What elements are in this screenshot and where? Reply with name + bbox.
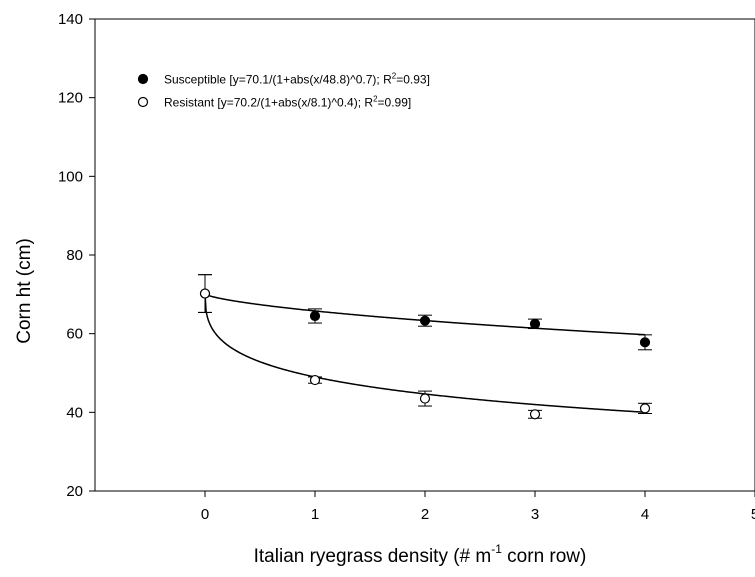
y-tick-label: 60: [66, 326, 83, 343]
y-tick-label: 20: [66, 483, 83, 500]
x-tick-label: 2: [421, 506, 429, 523]
x-axis-title-main: Italian ryegrass density (# m: [254, 546, 492, 567]
x-tick-label: 0: [201, 506, 209, 523]
resistant-point: [639, 403, 651, 414]
legend-label-main: Resistant [y=70.2/(1+abs(x/8.1)^0.4); R: [164, 96, 373, 110]
data-points: [199, 288, 651, 420]
legend-marker: [137, 73, 149, 85]
susceptible-point: [309, 310, 321, 322]
resistant-point: [529, 409, 541, 420]
x-axis-ticks: 0 1 2 3 4 5: [201, 491, 755, 523]
susceptible-point: [639, 337, 651, 348]
legend-marker: [137, 96, 149, 108]
legend-label-sup: 2: [373, 95, 378, 104]
fit-curve: [204, 293, 646, 336]
y-tick-label: 140: [58, 11, 83, 28]
legend-label-suffix: =0.93]: [396, 73, 430, 87]
y-tick-label: 80: [66, 247, 83, 264]
y-tick-label: 40: [66, 404, 83, 421]
y-tick-label: 100: [58, 168, 83, 185]
legend: Susceptible [y=70.1/(1+abs(x/48.8)^0.7);…: [137, 72, 430, 110]
x-axis-title: Italian ryegrass density (# m-1 corn row…: [254, 542, 587, 567]
susceptible-point: [419, 315, 431, 326]
legend-label-suffix: =0.99]: [378, 96, 412, 110]
x-tick-label: 3: [531, 506, 539, 523]
plot-border: [94, 18, 755, 492]
x-tick-label: 5: [751, 506, 755, 523]
x-axis-title-suffix: corn row): [502, 546, 586, 567]
susceptible-point: [529, 318, 541, 329]
resistant-point: [419, 393, 431, 404]
legend-label-sup: 2: [392, 72, 397, 81]
legend-label: Susceptible [y=70.1/(1+abs(x/48.8)^0.7);…: [164, 72, 430, 87]
x-tick-label: 4: [641, 506, 649, 523]
y-axis-title: Corn ht (cm): [14, 238, 35, 344]
x-tick-label: 1: [311, 506, 319, 523]
x-axis-title-sup: -1: [491, 542, 502, 556]
y-axis-ticks: 20 40 60 80 100 120 140: [58, 11, 95, 500]
legend-label: Resistant [y=70.2/(1+abs(x/8.1)^0.4); R2…: [164, 95, 411, 110]
resistant-point: [199, 288, 211, 299]
y-tick-label: 120: [58, 90, 83, 107]
plot-frame: [94, 18, 755, 492]
legend-label-main: Susceptible [y=70.1/(1+abs(x/48.8)^0.7);…: [164, 73, 392, 87]
resistant-point: [309, 374, 321, 386]
